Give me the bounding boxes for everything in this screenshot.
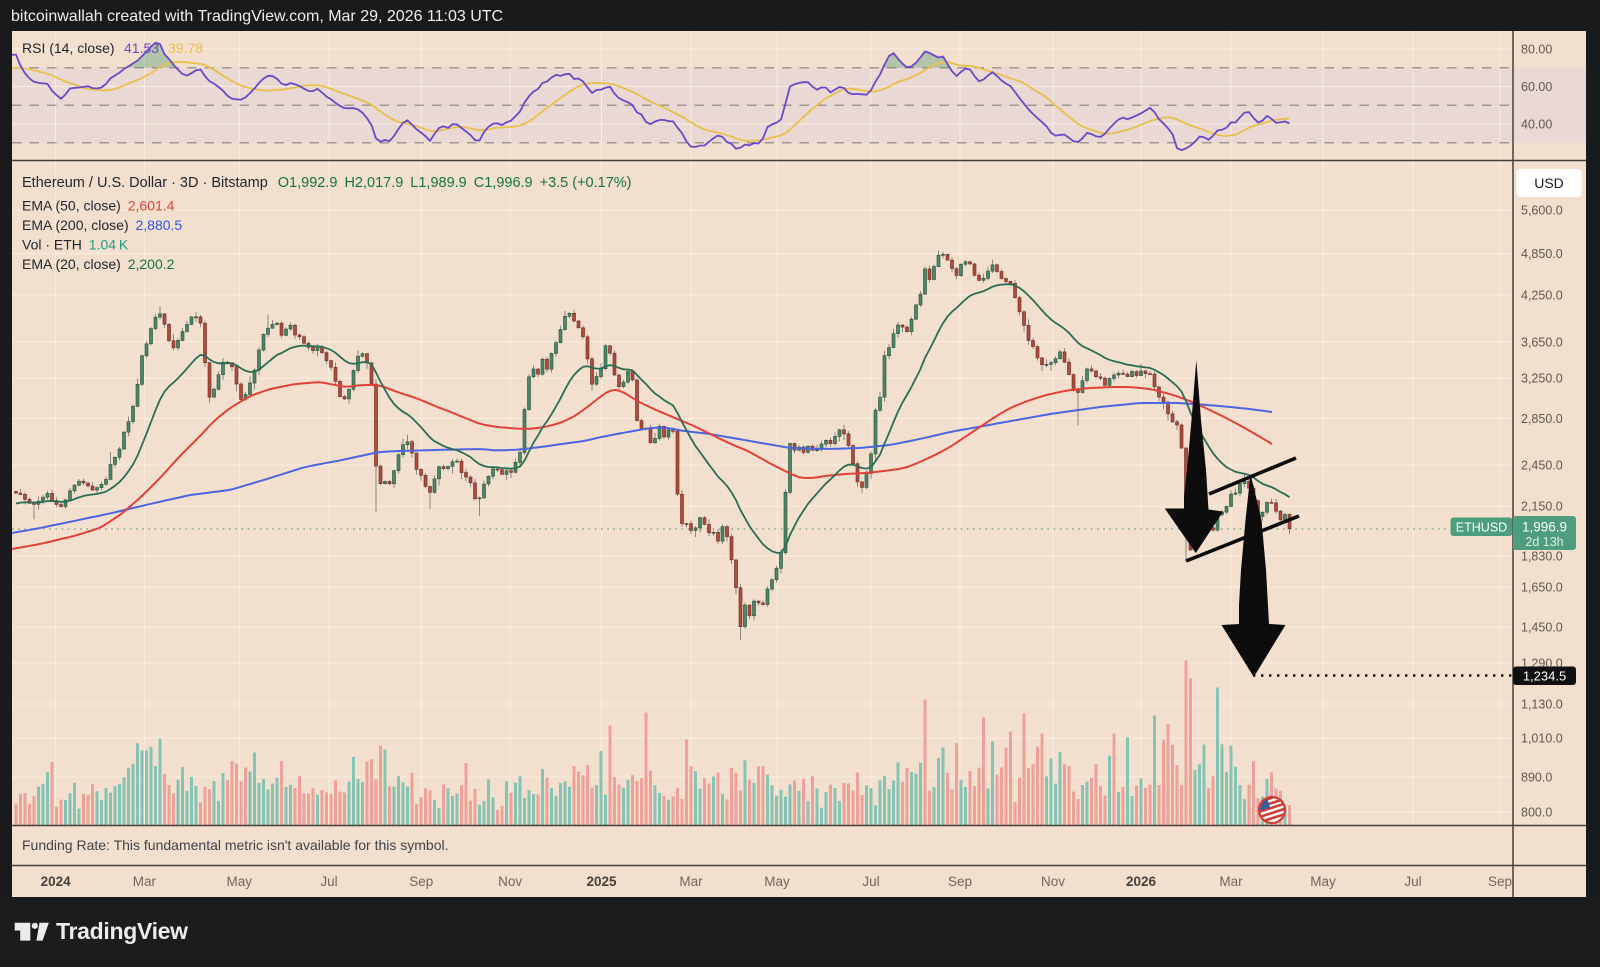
svg-text:40.00: 40.00 [1521,118,1552,132]
svg-text:Jul: Jul [320,874,337,889]
svg-text:2024: 2024 [41,874,72,889]
svg-text:Sep: Sep [1488,874,1512,889]
svg-text:1,010.0: 1,010.0 [1521,732,1563,746]
svg-text:May: May [1310,874,1336,889]
svg-text:2,450.0: 2,450.0 [1521,459,1563,473]
svg-text:Jul: Jul [1404,874,1421,889]
svg-text:EMA (20, close) 2,200.2: EMA (20, close) 2,200.2 [22,256,175,272]
svg-text:5,600.0: 5,600.0 [1521,204,1563,218]
svg-text:USD: USD [1534,175,1564,191]
svg-text:60.00: 60.00 [1521,80,1552,94]
svg-text:Sep: Sep [948,874,972,889]
svg-text:1,996.9: 1,996.9 [1522,520,1567,535]
svg-text:1,234.5: 1,234.5 [1523,669,1566,684]
svg-text:80.00: 80.00 [1521,43,1552,57]
svg-text:May: May [227,874,253,889]
svg-text:Funding Rate: This fundamental: Funding Rate: This fundamental metric is… [22,837,449,853]
svg-text:3,250.0: 3,250.0 [1521,372,1563,386]
svg-text:Ethereum / U.S. Dollar · 3D ·: Ethereum / U.S. Dollar · 3D · Bitstamp O1… [22,175,632,191]
svg-text:bitcoinwallah created with Tra: bitcoinwallah created with TradingView.c… [11,8,503,25]
svg-text:1,130.0: 1,130.0 [1521,698,1563,712]
svg-text:4,850.0: 4,850.0 [1521,247,1563,261]
svg-text:1,650.0: 1,650.0 [1521,581,1563,595]
svg-text:Nov: Nov [498,874,522,889]
svg-text:1,830.0: 1,830.0 [1521,550,1563,564]
svg-text:2,850.0: 2,850.0 [1521,412,1563,426]
svg-text:Jul: Jul [862,874,879,889]
svg-text:RSI (14, close): RSI (14, close) [22,40,115,56]
svg-text:800.0: 800.0 [1521,806,1552,820]
svg-text:Mar: Mar [679,874,703,889]
svg-text:2025: 2025 [586,874,617,889]
svg-text:Mar: Mar [133,874,157,889]
svg-text:May: May [764,874,790,889]
svg-text:Nov: Nov [1041,874,1065,889]
svg-text:4,250.0: 4,250.0 [1521,289,1563,303]
svg-text:890.0: 890.0 [1521,771,1552,785]
svg-text:EMA (200, close) 2,880.5: EMA (200, close) 2,880.5 [22,217,182,233]
svg-text:2d 13h: 2d 13h [1525,535,1563,549]
svg-text:ETHUSD: ETHUSD [1456,521,1507,535]
svg-text:2026: 2026 [1126,874,1157,889]
svg-text:1,450.0: 1,450.0 [1521,621,1563,635]
svg-text:41.53: 41.53 [124,40,159,56]
svg-text:2,150.0: 2,150.0 [1521,500,1563,514]
svg-text:Sep: Sep [409,874,433,889]
svg-text:Vol · ETH 1.04 K: Vol · ETH 1.04 K [22,237,129,253]
svg-text:3,650.0: 3,650.0 [1521,336,1563,350]
svg-text:Mar: Mar [1219,874,1243,889]
svg-text:39.78: 39.78 [168,40,203,56]
svg-text:TradingView: TradingView [56,918,188,944]
svg-text:EMA (50, close) 2,601.4: EMA (50, close) 2,601.4 [22,198,175,214]
